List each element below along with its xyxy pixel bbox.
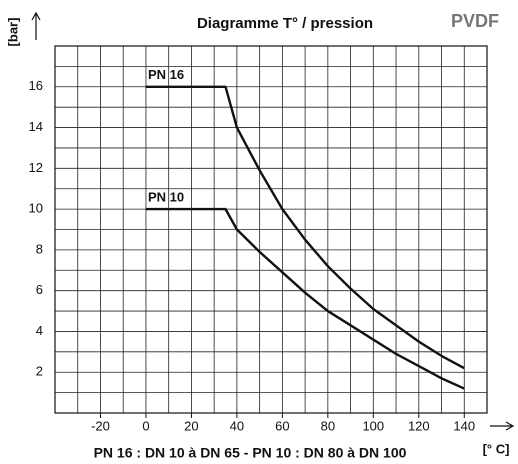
- y-arrow: [31, 11, 41, 40]
- x-tick-label: 100: [362, 418, 384, 433]
- x-tick-label: 140: [453, 418, 475, 433]
- y-tick-label: 16: [29, 78, 43, 93]
- x-tick-label: 120: [408, 418, 430, 433]
- y-tick-label: 14: [29, 119, 43, 134]
- chart-title: Diagramme T° / pression: [197, 15, 373, 32]
- x-tick-label: -20: [91, 418, 110, 433]
- y-tick-label: 2: [36, 364, 43, 379]
- x-tick-label: 80: [321, 418, 335, 433]
- x-axis-label: [° C]: [483, 441, 510, 456]
- series-line: [145, 85, 465, 370]
- x-tick-label: 0: [142, 418, 149, 433]
- y-tick-label: 12: [29, 160, 43, 175]
- series-line: [145, 207, 465, 390]
- plot-frame: [54, 45, 488, 414]
- x-tick-label: 40: [230, 418, 244, 433]
- y-tick-label: 6: [36, 282, 43, 297]
- series-label: PN 10: [148, 190, 184, 205]
- y-tick-label: 4: [36, 323, 43, 338]
- x-tick-label: 60: [275, 418, 289, 433]
- series-label: PN 16: [148, 67, 184, 82]
- y-tick-label: 8: [36, 241, 43, 256]
- y-tick-label: 10: [29, 201, 43, 216]
- x-arrow: [490, 421, 515, 431]
- footnote: PN 16 : DN 10 à DN 65 - PN 10 : DN 80 à …: [94, 445, 407, 461]
- chart-subtitle: PVDF: [451, 11, 499, 31]
- y-axis-label: [bar]: [5, 18, 20, 47]
- x-tick-label: 20: [184, 418, 198, 433]
